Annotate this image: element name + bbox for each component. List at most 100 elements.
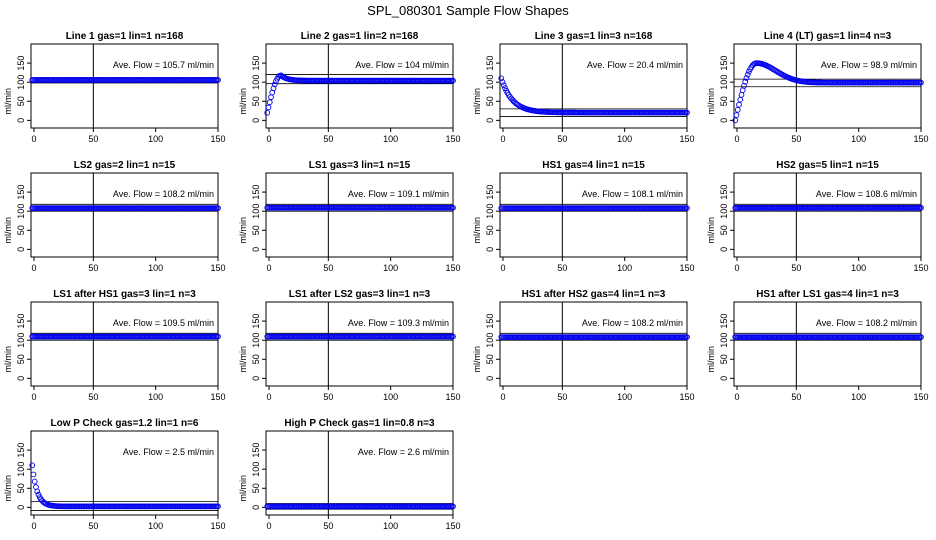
data-point — [918, 79, 924, 86]
x-tick-label: 150 — [210, 134, 225, 144]
chart-title: Line 3 gas=1 lin=3 n=168 — [535, 31, 653, 42]
plot-frame — [30, 430, 219, 516]
x-tick-label: 100 — [383, 263, 398, 273]
y-tick-label: 100 — [719, 75, 729, 90]
y-tick-label: 0 — [16, 505, 26, 510]
data-point — [450, 204, 456, 211]
y-tick-label: 50 — [16, 483, 26, 493]
x-tick-label: 0 — [266, 263, 271, 273]
x-tick-label: 100 — [383, 134, 398, 144]
data-series — [29, 77, 221, 83]
average-flow-annotation: Ave. Flow = 108.6 ml/min — [816, 189, 917, 199]
y-axis-label: ml/min — [706, 217, 716, 244]
x-tick-label: 100 — [148, 521, 163, 531]
y-tick-label: 150 — [16, 443, 26, 458]
data-point — [733, 112, 740, 118]
data-point — [266, 99, 273, 106]
y-axis-label: ml/min — [3, 217, 13, 244]
data-series — [264, 503, 456, 510]
figure-title: SPL_080301 Sample Flow Shapes — [367, 3, 569, 18]
data-series — [732, 205, 924, 211]
y-tick-label: 50 — [16, 225, 26, 235]
x-tick-label: 100 — [148, 392, 163, 402]
x-tick-label: 50 — [557, 263, 567, 273]
chart-panel-2: Line 2 gas=1 lin=2 n=168 0 50 100 150 0 50 100 1… — [238, 31, 461, 144]
y-axis-label: ml/min — [706, 346, 716, 373]
data-series — [732, 60, 924, 124]
y-tick-label: 100 — [251, 204, 261, 219]
y-tick-label: 100 — [251, 462, 261, 477]
data-point — [31, 478, 38, 485]
plot-frame — [265, 301, 454, 387]
y-tick-label: 0 — [251, 376, 261, 381]
y-tick-label: 0 — [251, 247, 261, 252]
x-tick-label: 150 — [679, 263, 694, 273]
x-tick-label: 100 — [617, 392, 632, 402]
y-tick-label: 0 — [251, 505, 261, 510]
plot-frame — [499, 172, 688, 258]
y-tick-label: 150 — [16, 185, 26, 200]
data-point — [500, 82, 507, 89]
x-tick-label: 50 — [88, 392, 98, 402]
y-tick-label: 150 — [719, 56, 729, 71]
y-tick-label: 150 — [251, 443, 261, 458]
plot-frame — [30, 172, 219, 258]
x-tick-label: 0 — [31, 263, 36, 273]
data-series — [498, 334, 690, 340]
x-tick-label: 150 — [445, 521, 460, 531]
x-tick-label: 150 — [913, 134, 928, 144]
x-tick-label: 100 — [383, 521, 398, 531]
x-tick-label: 100 — [148, 134, 163, 144]
chart-panel-14: High P Check gas=1 lin=0.8 n=3 0 50 100 150 0… — [238, 418, 461, 531]
plot-frame — [30, 301, 219, 387]
data-point — [732, 117, 739, 124]
y-axis-label: ml/min — [472, 88, 482, 115]
x-tick-label: 50 — [557, 134, 567, 144]
average-flow-annotation: Ave. Flow = 109.3 ml/min — [348, 318, 449, 328]
y-tick-label: 50 — [251, 96, 261, 106]
y-tick-label: 50 — [251, 354, 261, 364]
x-tick-label: 100 — [851, 263, 866, 273]
x-tick-label: 50 — [791, 134, 801, 144]
x-tick-label: 100 — [617, 134, 632, 144]
data-point — [215, 77, 221, 83]
x-tick-label: 0 — [266, 392, 271, 402]
y-axis-label: ml/min — [238, 217, 248, 244]
chart-title: High P Check gas=1 lin=0.8 n=3 — [284, 418, 435, 429]
chart-panel-3: Line 3 gas=1 lin=3 n=168 0 50 100 150 0 50 100 1… — [472, 31, 695, 144]
chart-title: Line 2 gas=1 lin=2 n=168 — [301, 31, 419, 42]
data-point — [29, 462, 36, 469]
y-tick-label: 150 — [485, 56, 495, 71]
data-point — [34, 488, 41, 495]
x-tick-label: 0 — [31, 392, 36, 402]
x-tick-label: 50 — [557, 392, 567, 402]
chart-title: HS1 after LS1 gas=4 lin=1 n=3 — [756, 289, 899, 300]
plot-frame — [265, 430, 454, 516]
y-tick-label: 50 — [251, 225, 261, 235]
data-series — [498, 205, 690, 211]
y-tick-label: 100 — [16, 204, 26, 219]
x-tick-label: 100 — [383, 392, 398, 402]
y-tick-label: 50 — [16, 354, 26, 364]
average-flow-annotation: Ave. Flow = 104 ml/min — [355, 60, 449, 70]
data-point — [498, 75, 505, 82]
x-tick-label: 50 — [323, 392, 333, 402]
y-tick-label: 0 — [16, 247, 26, 252]
chart-title: HS1 gas=4 lin=1 n=15 — [542, 160, 645, 171]
chart-title: HS2 gas=5 lin=1 n=15 — [776, 160, 879, 171]
data-point — [918, 205, 924, 211]
x-tick-label: 150 — [679, 392, 694, 402]
y-axis-label: ml/min — [472, 346, 482, 373]
x-tick-label: 150 — [210, 521, 225, 531]
data-point — [215, 333, 221, 340]
x-tick-label: 100 — [617, 263, 632, 273]
chart-panel-4: Line 4 (LT) gas=1 lin=4 n=3 0 50 100 150 0 50 1… — [706, 31, 929, 144]
x-tick-label: 0 — [31, 134, 36, 144]
data-point — [270, 85, 277, 92]
chart-panel-5: LS2 gas=2 lin=1 n=15 0 50 100 150 0 50 100 150 ml… — [3, 160, 226, 273]
y-tick-label: 100 — [719, 333, 729, 348]
chart-title: LS1 after LS2 gas=3 lin=1 n=3 — [289, 289, 431, 300]
data-point — [215, 503, 221, 510]
x-tick-label: 100 — [851, 392, 866, 402]
